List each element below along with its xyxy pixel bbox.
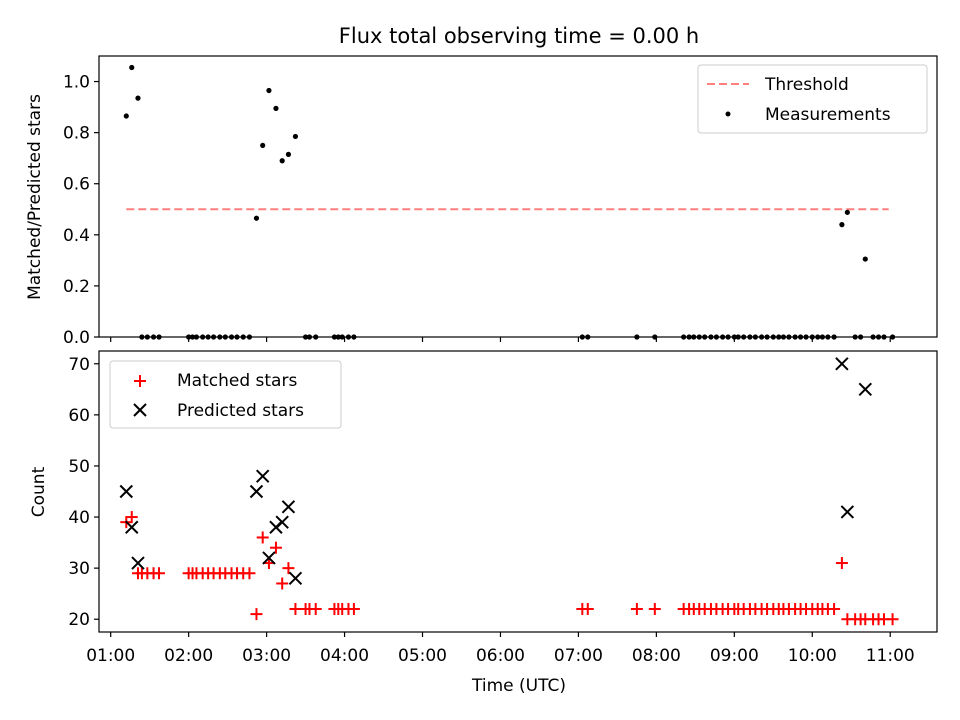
top-legend-box bbox=[697, 64, 928, 134]
bottom-axes-frame bbox=[98, 350, 938, 633]
measurements-point bbox=[123, 113, 129, 119]
bottom-panel: Count Time (UTC) 20 30 40 50 60 70 01:00 02:00 0… bbox=[29, 350, 938, 696]
matched-stars-point bbox=[648, 603, 661, 616]
measurements-point bbox=[266, 87, 272, 94]
bottom-y-tick-label: 40 bbox=[68, 508, 90, 528]
predicted-stars-point bbox=[835, 357, 849, 371]
matched-stars-point bbox=[630, 603, 643, 616]
measurements-point bbox=[292, 133, 299, 140]
bottom-y-tick-label: 50 bbox=[68, 457, 90, 477]
bottom-y-tick-label: 70 bbox=[68, 355, 90, 375]
top-panel: Flux total observing time = 0.00 h Match… bbox=[25, 24, 938, 348]
predicted-stars-point bbox=[858, 382, 872, 397]
bottom-y-tick-label: 60 bbox=[68, 406, 90, 426]
legend-matched-swatch bbox=[134, 375, 146, 387]
chart-title: Flux total observing time = 0.00 h bbox=[339, 24, 699, 48]
top-axes-frame bbox=[98, 55, 938, 338]
legend-threshold-label: Threshold bbox=[764, 75, 849, 95]
matched-stars-point bbox=[835, 557, 848, 570]
bottom-x-tick-label: 08:00 bbox=[632, 646, 681, 666]
predicted-stars-point bbox=[119, 484, 133, 499]
measurements-point bbox=[260, 142, 266, 149]
bottom-x-tick-label: 09:00 bbox=[710, 646, 759, 666]
top-axes: 0.0 0.2 0.4 0.6 0.8 1.0 bbox=[63, 55, 938, 348]
legend-matched-label: Matched stars bbox=[177, 371, 297, 391]
bottom-x-tick-label: 02:00 bbox=[164, 646, 213, 666]
measurements-point bbox=[253, 215, 260, 221]
bottom-x-tick-label: 05:00 bbox=[398, 646, 447, 666]
predicted-stars-point bbox=[275, 515, 289, 529]
matched-stars-point bbox=[269, 541, 282, 554]
matched-stars-point bbox=[347, 603, 360, 616]
measurements-point bbox=[862, 256, 868, 262]
legend-measurements-swatch bbox=[725, 111, 731, 117]
matched-stars-point bbox=[886, 613, 899, 626]
top-legend: Threshold Measurements bbox=[697, 64, 928, 134]
measurements-point bbox=[273, 105, 279, 111]
measurements-point bbox=[135, 95, 141, 101]
matched-stars-point bbox=[250, 608, 263, 621]
predicted-stars-point bbox=[262, 551, 276, 565]
bottom-axes: 20 30 40 50 60 70 01:00 02:00 03:00 04:00 05:00 06:… bbox=[68, 350, 938, 666]
predicted-stars-point bbox=[288, 571, 303, 586]
bottom-y-tick-label: 30 bbox=[68, 559, 90, 579]
matched-stars-point bbox=[125, 511, 138, 524]
x-axis-label: Time (UTC) bbox=[471, 676, 566, 696]
top-y-tick-label: 0.4 bbox=[63, 226, 90, 246]
top-y-tick-label: 0.6 bbox=[63, 175, 90, 195]
top-y-tick-label: 0.8 bbox=[63, 124, 90, 144]
predicted-stars-point bbox=[840, 505, 855, 519]
top-y-tick-label: 1.0 bbox=[63, 73, 90, 93]
measurements-point bbox=[839, 222, 845, 228]
matched-stars-point bbox=[581, 603, 594, 616]
bottom-plot-area bbox=[119, 357, 899, 626]
predicted-stars-point bbox=[255, 469, 270, 483]
bottom-x-tick-label: 03:00 bbox=[242, 646, 291, 666]
predicted-stars-point bbox=[281, 500, 296, 514]
measurements-point bbox=[129, 64, 135, 71]
bottom-x-tick-label: 07:00 bbox=[554, 646, 603, 666]
matched-stars-point bbox=[309, 603, 322, 616]
bottom-y-tick-label: 20 bbox=[68, 610, 90, 630]
bottom-x-tick-label: 11:00 bbox=[866, 646, 915, 666]
legend-predicted-label: Predicted stars bbox=[177, 401, 304, 421]
matched-stars-point bbox=[828, 603, 841, 616]
matched-stars-point bbox=[153, 567, 166, 580]
top-y-tick-label: 0.2 bbox=[63, 277, 90, 297]
bottom-x-tick-label: 04:00 bbox=[320, 646, 369, 666]
bottom-x-tick-label: 10:00 bbox=[788, 646, 837, 666]
measurements-point bbox=[285, 151, 292, 157]
bottom-legend: Matched stars Predicted stars bbox=[109, 360, 342, 429]
legend-predicted-swatch bbox=[133, 403, 147, 417]
matched-stars-point bbox=[289, 603, 302, 616]
top-y-axis-label: Matched/Predicted stars bbox=[25, 94, 45, 300]
bottom-y-axis-label: Count bbox=[29, 466, 49, 517]
predicted-stars-point bbox=[125, 520, 139, 534]
measurements-point bbox=[844, 209, 850, 215]
legend-measurements-label: Measurements bbox=[765, 105, 891, 125]
top-y-tick-label: 0.0 bbox=[63, 328, 90, 348]
measurements-point bbox=[279, 158, 285, 164]
bottom-x-tick-label: 06:00 bbox=[476, 646, 525, 666]
predicted-stars-point bbox=[249, 484, 264, 499]
bottom-legend-box bbox=[109, 360, 342, 429]
matched-stars-point bbox=[243, 567, 256, 580]
matched-stars-point bbox=[276, 577, 289, 590]
matched-stars-point bbox=[282, 562, 295, 575]
bottom-x-tick-label: 01:00 bbox=[86, 646, 135, 666]
predicted-stars-point bbox=[131, 556, 145, 570]
matched-stars-point bbox=[256, 531, 269, 544]
